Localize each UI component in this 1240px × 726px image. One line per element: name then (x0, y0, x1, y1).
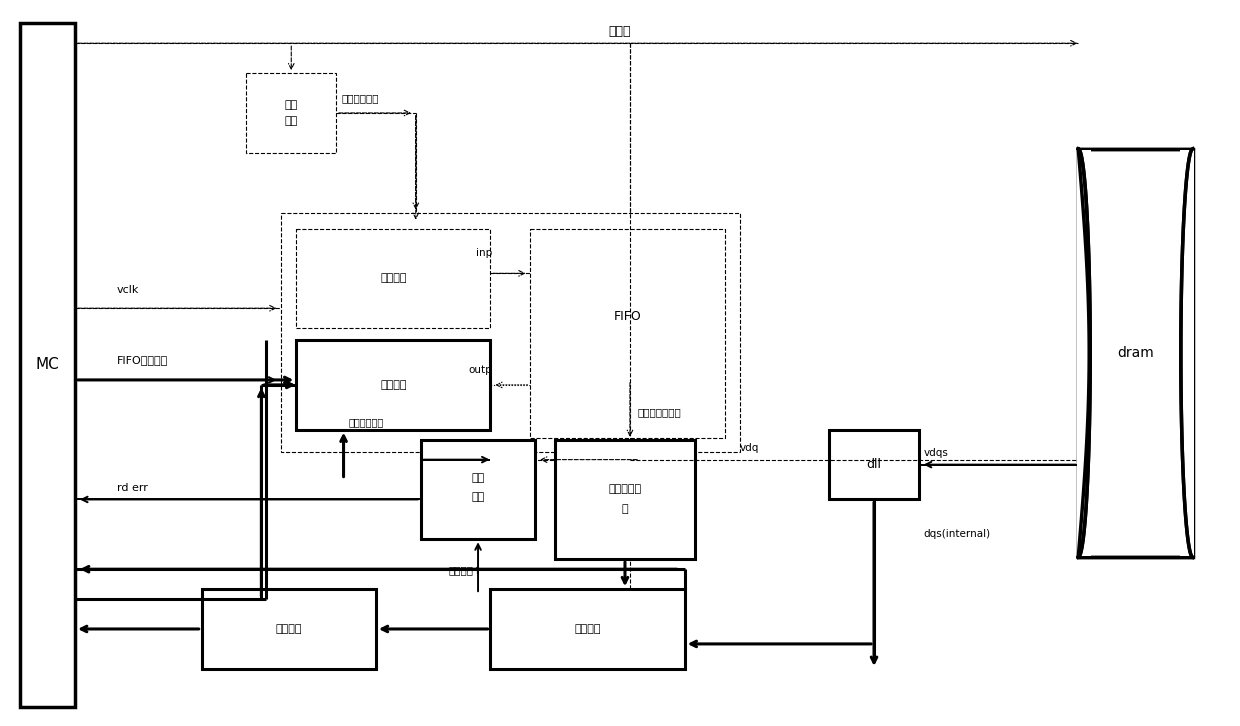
Text: 读存模块: 读存模块 (574, 624, 601, 634)
Text: 制: 制 (621, 505, 629, 515)
Bar (247, 73, 336, 152)
Text: 读数据到达信号: 读数据到达信号 (637, 407, 682, 417)
Text: 控制: 控制 (285, 116, 298, 126)
Text: dram: dram (1117, 346, 1154, 360)
Text: 输出插补: 输出插补 (381, 380, 407, 390)
Text: dqs(internal): dqs(internal) (924, 529, 991, 539)
Text: vdqs: vdqs (924, 448, 949, 457)
Text: 数据通路: 数据通路 (275, 624, 303, 634)
Text: 插补: 插补 (285, 100, 298, 110)
Text: FIFO配置信号: FIFO配置信号 (117, 355, 169, 365)
Text: 检测: 检测 (471, 492, 485, 502)
Text: outp: outp (469, 365, 492, 375)
Bar (556, 440, 694, 559)
Bar (830, 430, 919, 499)
Bar (1079, 149, 1193, 558)
Bar (296, 229, 491, 328)
Text: vclk: vclk (117, 285, 139, 295)
Bar (281, 213, 739, 452)
Text: 输出插补锁定: 输出插补锁定 (348, 417, 383, 427)
Bar (1179, 150, 1194, 556)
Text: 配置信号↑: 配置信号↑ (448, 566, 482, 576)
Bar (296, 340, 491, 430)
Bar (1078, 150, 1091, 556)
Text: 数据采样控: 数据采样控 (609, 484, 641, 494)
Text: 边沿: 边沿 (471, 473, 485, 483)
Bar (531, 229, 724, 438)
Text: inp: inp (476, 248, 492, 258)
Bar (491, 589, 684, 669)
Text: MC: MC (36, 357, 60, 372)
Bar (20, 23, 76, 706)
Text: dll: dll (867, 458, 882, 471)
Text: 输出插补锁定: 输出插补锁定 (341, 93, 378, 103)
Text: FIFO: FIFO (614, 310, 641, 323)
Bar (202, 589, 376, 669)
Text: 读指令: 读指令 (609, 25, 631, 38)
Text: rd err: rd err (117, 483, 148, 492)
Text: 输入时钟: 输入时钟 (381, 273, 407, 283)
Bar (420, 440, 536, 539)
Text: vdq: vdq (739, 443, 759, 453)
